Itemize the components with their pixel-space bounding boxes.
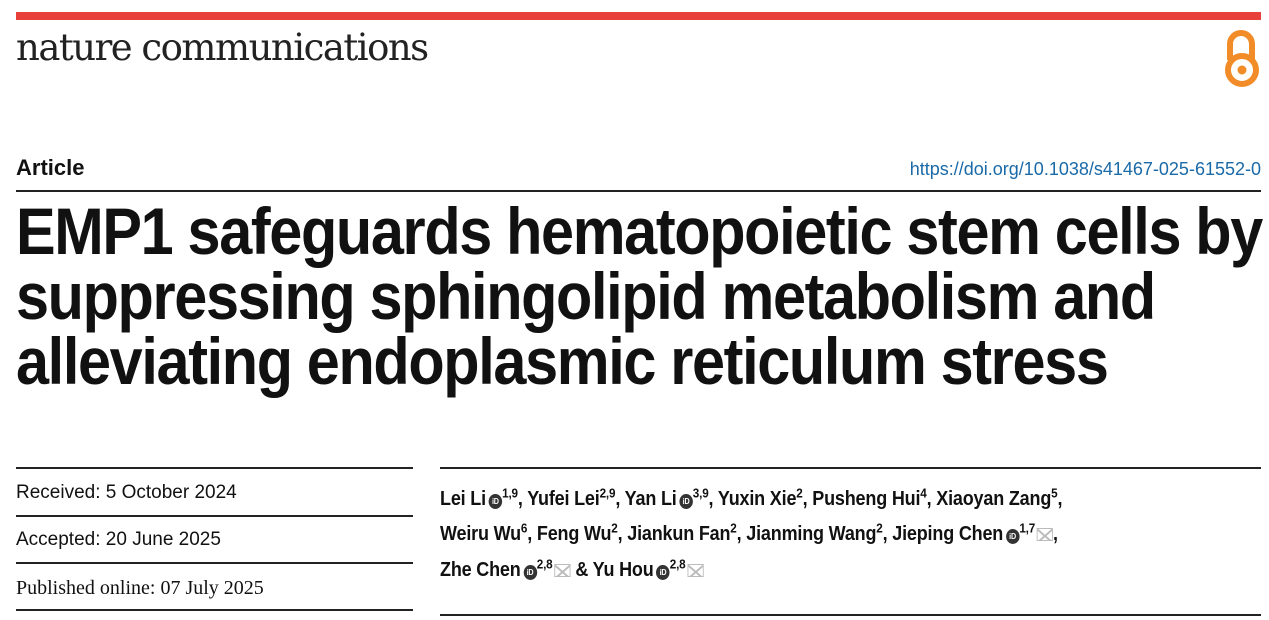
affiliation: 1,7 [1019, 520, 1036, 536]
author-name[interactable]: Weiru Wu [440, 523, 521, 546]
affiliation: 5 [1051, 485, 1058, 500]
affiliation: 2 [611, 520, 618, 536]
author[interactable]: Yuxin Xie2, [717, 485, 813, 510]
email-icon[interactable] [554, 563, 571, 577]
affiliation: 2 [876, 520, 883, 536]
divider [16, 609, 413, 611]
separator: , [1057, 487, 1063, 510]
separator: , [926, 487, 937, 510]
article-title-line: EMP1 safeguards hematopoietic stem cells… [16, 194, 1263, 268]
affiliation: 2,8 [536, 556, 553, 572]
affiliation: 2,9 [599, 485, 616, 500]
author[interactable]: Jieping Chen iD1,7, [892, 520, 1058, 546]
author-name[interactable]: Yu Hou [592, 558, 654, 581]
divider [440, 467, 1261, 469]
divider [16, 467, 413, 469]
doi-link[interactable]: https://doi.org/10.1038/s41467-025-61552… [909, 159, 1261, 179]
accepted-date: Accepted: 20 June 2025 [16, 529, 221, 550]
published-date: Published online: 07 July 2025 [16, 577, 264, 599]
separator: & [570, 558, 593, 581]
divider [16, 515, 413, 517]
author-name[interactable]: Lei Li [440, 487, 486, 510]
open-access-icon [1225, 30, 1259, 87]
separator: , [882, 523, 893, 546]
orcid-icon[interactable]: iD [656, 564, 670, 580]
orcid-icon[interactable]: iD [1005, 529, 1020, 545]
author-name[interactable]: Xiaoyan Zang [936, 487, 1052, 510]
separator: , [617, 523, 628, 546]
author-name[interactable]: Feng Wu [536, 523, 612, 546]
author-name[interactable]: Yan Li [624, 487, 677, 510]
affiliation: 4 [920, 485, 927, 500]
author[interactable]: Jiankun Fan2, [627, 520, 747, 546]
orcid-icon[interactable]: iD [679, 493, 693, 509]
separator: , [527, 523, 537, 546]
author-name[interactable]: Jiankun Fan [627, 523, 731, 546]
author[interactable]: Pusheng Hui4, [812, 485, 937, 510]
affiliation: 3,9 [692, 485, 709, 500]
author-name[interactable]: Zhe Chen [440, 558, 521, 581]
author-name[interactable]: Jieping Chen [892, 523, 1004, 546]
email-icon[interactable] [687, 563, 704, 577]
divider [16, 562, 413, 564]
orcid-icon[interactable]: iD [488, 493, 503, 509]
orcid-icon[interactable]: iD [523, 564, 537, 580]
author[interactable]: Lei Li iD1,9, [440, 485, 528, 510]
author-name[interactable]: Jianming Wang [746, 523, 877, 546]
affiliation: 2 [730, 520, 737, 536]
affiliation: 2 [796, 485, 803, 500]
author[interactable]: Weiru Wu6, [440, 520, 537, 546]
author[interactable]: Jianming Wang2, [746, 520, 893, 546]
separator: , [517, 487, 528, 510]
author-name[interactable]: Yuxin Xie [717, 487, 797, 510]
journal-name[interactable]: nature communications [16, 26, 429, 69]
article-title-line: suppressing sphingolipid metabolism and [16, 259, 1156, 333]
author[interactable]: Yu Hou iD2,8 [592, 556, 704, 581]
separator: , [802, 487, 813, 510]
affiliation: 1,9 [502, 485, 518, 500]
received-date: Received: 5 October 2024 [16, 482, 237, 503]
author[interactable]: Yan Li iD3,9, [624, 485, 718, 510]
separator: , [615, 487, 625, 510]
author[interactable]: Xiaoyan Zang5, [936, 485, 1063, 510]
journal-accent-bar [16, 12, 1261, 20]
divider [16, 190, 1261, 192]
separator: , [708, 487, 718, 510]
email-icon[interactable] [1036, 528, 1054, 542]
affiliation: 2,8 [669, 556, 686, 572]
separator: , [736, 523, 747, 546]
separator: , [1053, 523, 1058, 546]
article-title-line: alleviating endoplasmic reticulum stress [16, 324, 1109, 398]
affiliation: 6 [520, 520, 528, 536]
author[interactable]: Feng Wu2, [536, 520, 628, 546]
author-list: Lei Li iD1,9, Yufei Lei2,9, Yan Li iD3,9, … [440, 478, 1187, 585]
article-type: Article [16, 155, 85, 180]
author-name[interactable]: Pusheng Hui [812, 487, 921, 510]
author[interactable]: Yufei Lei2,9, [527, 485, 625, 510]
author-name[interactable]: Yufei Lei [527, 487, 600, 510]
divider [440, 614, 1261, 616]
author[interactable]: Zhe Chen iD2,8 & [440, 556, 593, 581]
